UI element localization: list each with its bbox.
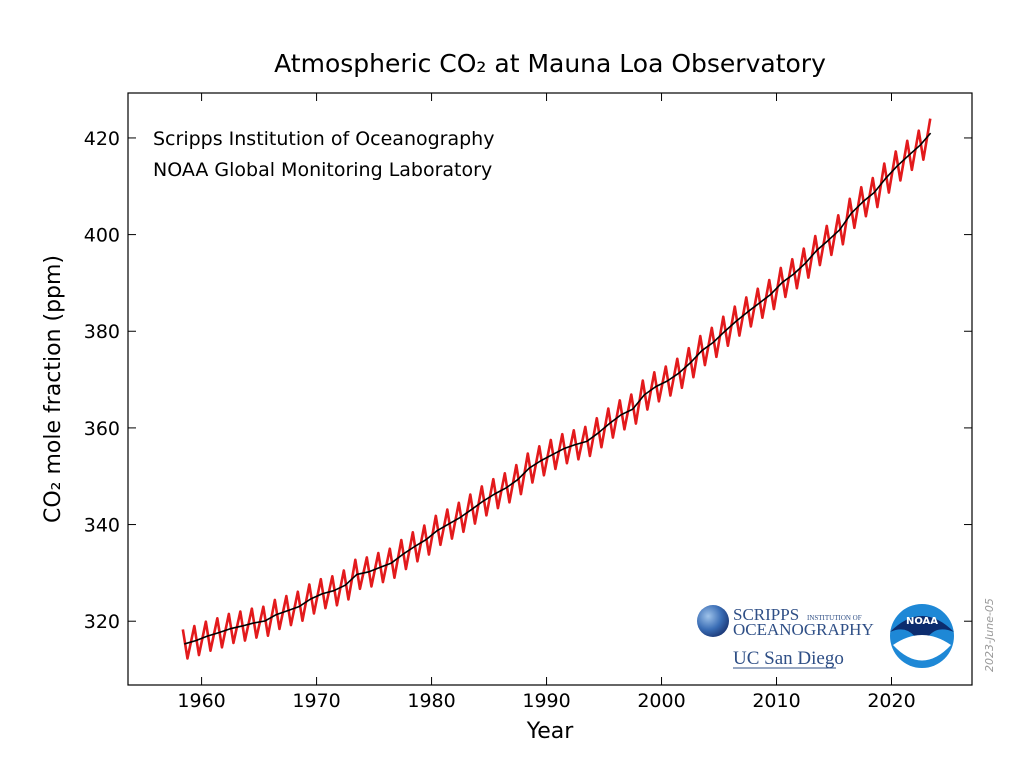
- data-line: [181, 118, 932, 660]
- plot-frame: [127, 92, 973, 686]
- scripps-logo: SCRIPPS INSTITUTION OF OCEANOGRAPHY UC S…: [697, 605, 874, 669]
- annotation: NOAA Global Monitoring Laboratory: [153, 159, 492, 181]
- noaa-wave: [893, 635, 951, 661]
- x-tick-label: 2020: [867, 690, 915, 712]
- y-tick-label: 340: [84, 515, 120, 537]
- x-tick-label: 2010: [752, 690, 800, 712]
- logo-text: INSTITUTION OF: [807, 614, 862, 622]
- x-tick-label: 1970: [292, 690, 340, 712]
- y-tick-label: 320: [84, 611, 120, 633]
- plot-area: 320 340 360 380 400 420 1960 1970 1980 1990 2000 20…: [84, 93, 972, 712]
- data-line: [184, 132, 932, 645]
- globe-icon: [697, 605, 729, 637]
- x-tick-label: 2000: [637, 690, 685, 712]
- logo-text: SCRIPPS: [733, 605, 799, 624]
- y-tick-label: 420: [84, 128, 120, 150]
- logo-text: UC San Diego: [733, 648, 844, 669]
- date-stamp: 2023-June-05: [983, 598, 996, 672]
- chart-title: Atmospheric CO₂ at Mauna Loa Observatory: [274, 49, 826, 78]
- y-tick-label: 360: [84, 418, 120, 440]
- x-tick-label: 1990: [522, 690, 570, 712]
- x-tick-label: 1980: [407, 690, 455, 712]
- y-tick-label: 380: [84, 321, 120, 343]
- logo-text: NOAA: [906, 616, 938, 627]
- y-axis-label: CO₂ mole fraction (ppm): [41, 255, 66, 523]
- x-axis-label: Year: [526, 719, 575, 744]
- x-tick-label: 1960: [177, 690, 225, 712]
- logo-text: OCEANOGRAPHY: [733, 620, 874, 639]
- noaa-logo: NOAA: [890, 604, 954, 668]
- noaa-bird: [890, 616, 954, 650]
- annotation: Scripps Institution of Oceanography: [153, 128, 494, 150]
- y-tick-label: 400: [84, 225, 120, 247]
